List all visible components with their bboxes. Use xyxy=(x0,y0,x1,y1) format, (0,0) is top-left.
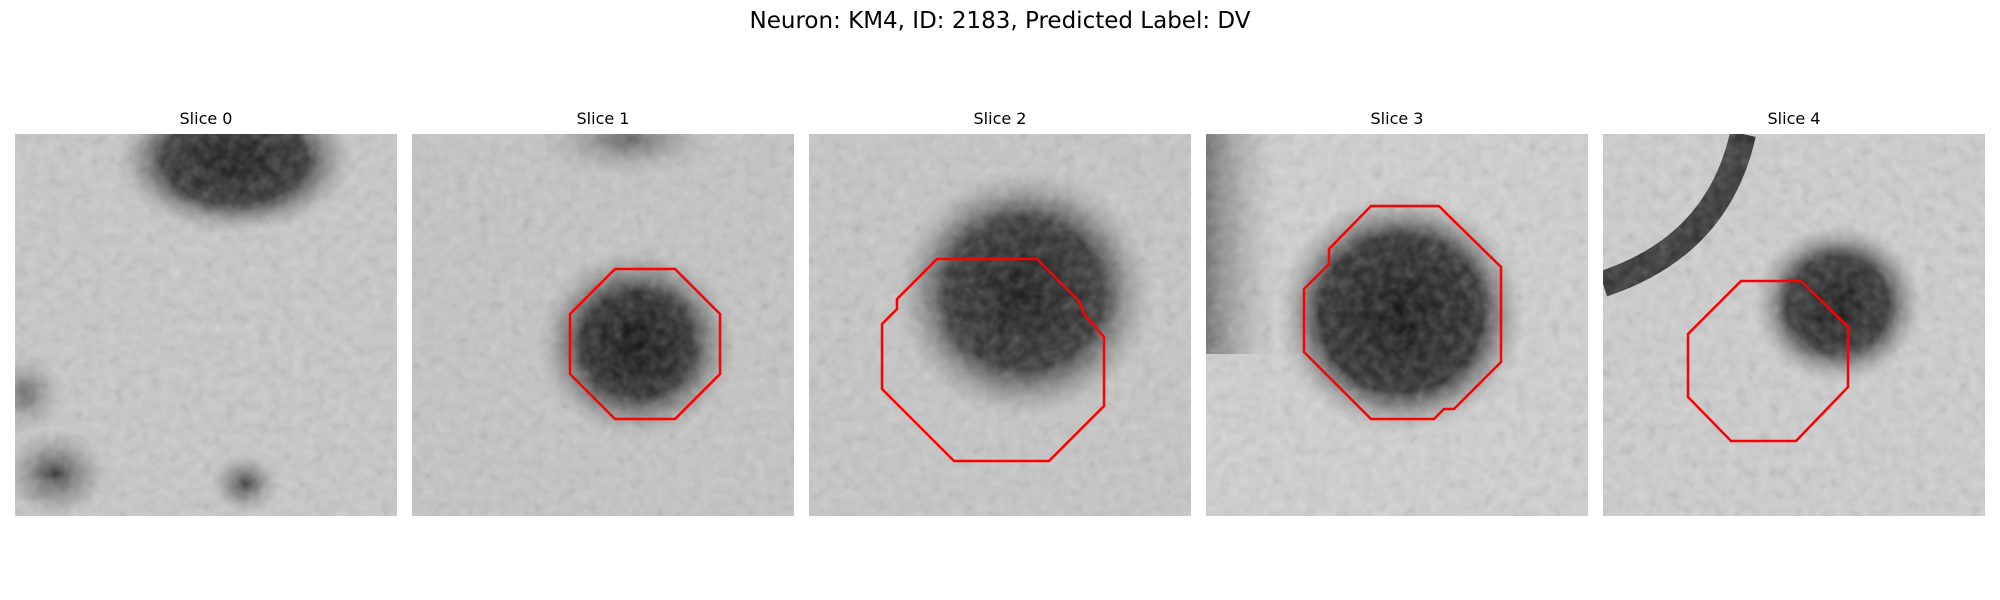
neuron-contour xyxy=(568,267,722,421)
slice-panel-2: Slice 2 xyxy=(809,104,1191,516)
slice-image-2 xyxy=(809,134,1191,516)
slice-image-1 xyxy=(412,134,794,516)
neuron-contour xyxy=(880,257,1106,463)
slice-title-1: Slice 1 xyxy=(576,109,630,128)
slice-panel-4: Slice 4 xyxy=(1603,104,1985,516)
slice-title-3: Slice 3 xyxy=(1370,109,1424,128)
neuron-contour xyxy=(1302,204,1503,421)
slice-title-2: Slice 2 xyxy=(973,109,1027,128)
slice-title-0: Slice 0 xyxy=(179,109,233,128)
slice-image-3 xyxy=(1206,134,1588,516)
figure-title: Neuron: KM4, ID: 2183, Predicted Label: … xyxy=(749,8,1251,34)
slice-panel-1: Slice 1 xyxy=(412,104,794,516)
slice-title-4: Slice 4 xyxy=(1767,109,1821,128)
slice-panel-0: Slice 0 xyxy=(15,104,397,516)
slice-panel-3: Slice 3 xyxy=(1206,104,1588,516)
neuron-contour xyxy=(1686,279,1850,443)
slice-image-4 xyxy=(1603,134,1985,516)
slice-image-0 xyxy=(15,134,397,516)
